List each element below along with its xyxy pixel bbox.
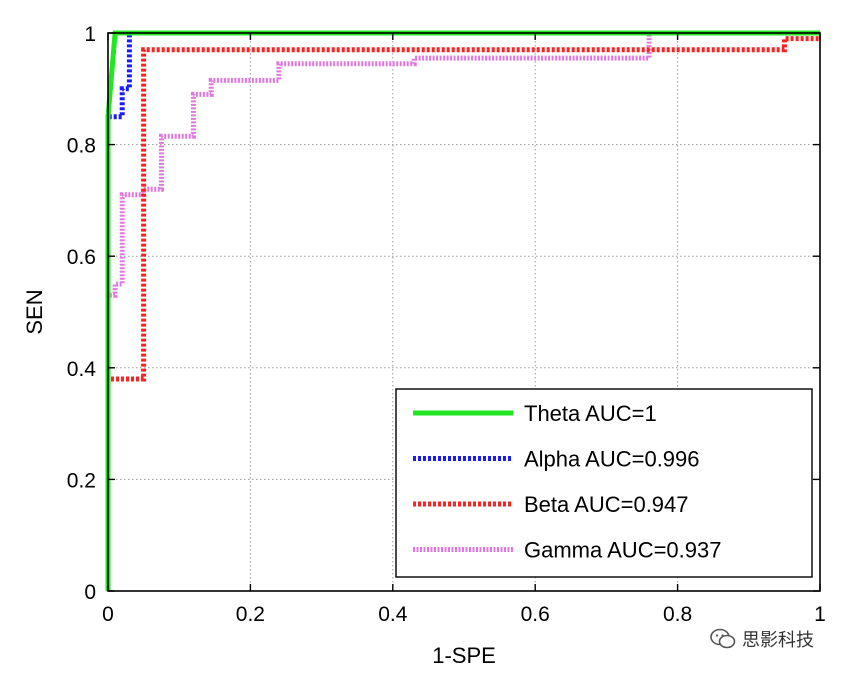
wechat-icon	[710, 628, 736, 649]
legend-label: Gamma AUC=0.937	[524, 538, 721, 563]
x-tick-label: 0.4	[378, 603, 408, 626]
legend-label: Alpha AUC=0.996	[524, 447, 700, 472]
y-tick-label: 0.8	[67, 135, 96, 158]
x-tick-label: 1	[814, 603, 826, 626]
legend-label: Beta AUC=0.947	[524, 492, 689, 517]
x-tick-label: 0	[102, 603, 114, 626]
y-tick-label: 0.4	[67, 358, 97, 381]
legend: Theta AUC=1 Alpha AUC=0.996 Beta AUC=0.947…	[395, 388, 813, 578]
y-axis-label: SEN	[22, 289, 47, 334]
watermark-text: 思影科技	[742, 630, 814, 651]
legend-box	[395, 388, 813, 578]
y-tick-label: 0.6	[67, 246, 96, 269]
plot-frame	[107, 32, 821, 592]
y-tick-label: 1	[84, 23, 96, 46]
watermark: 思影科技	[710, 626, 814, 652]
tick-layer: 0 0.2 0.4 0.6 0.8 1 0 0.2 0.4 0.6 0.8 1	[67, 23, 826, 626]
x-tick-label: 0.6	[521, 603, 550, 626]
legend-label: Theta AUC=1	[524, 401, 657, 426]
x-axis-label: 1-SPE	[432, 643, 496, 668]
x-tick-label: 0.2	[236, 603, 265, 626]
y-tick-label: 0.2	[67, 469, 96, 492]
series-line-alpha	[105, 30, 820, 591]
y-tick-label: 0	[84, 581, 96, 604]
x-tick-label: 0.8	[663, 603, 692, 626]
